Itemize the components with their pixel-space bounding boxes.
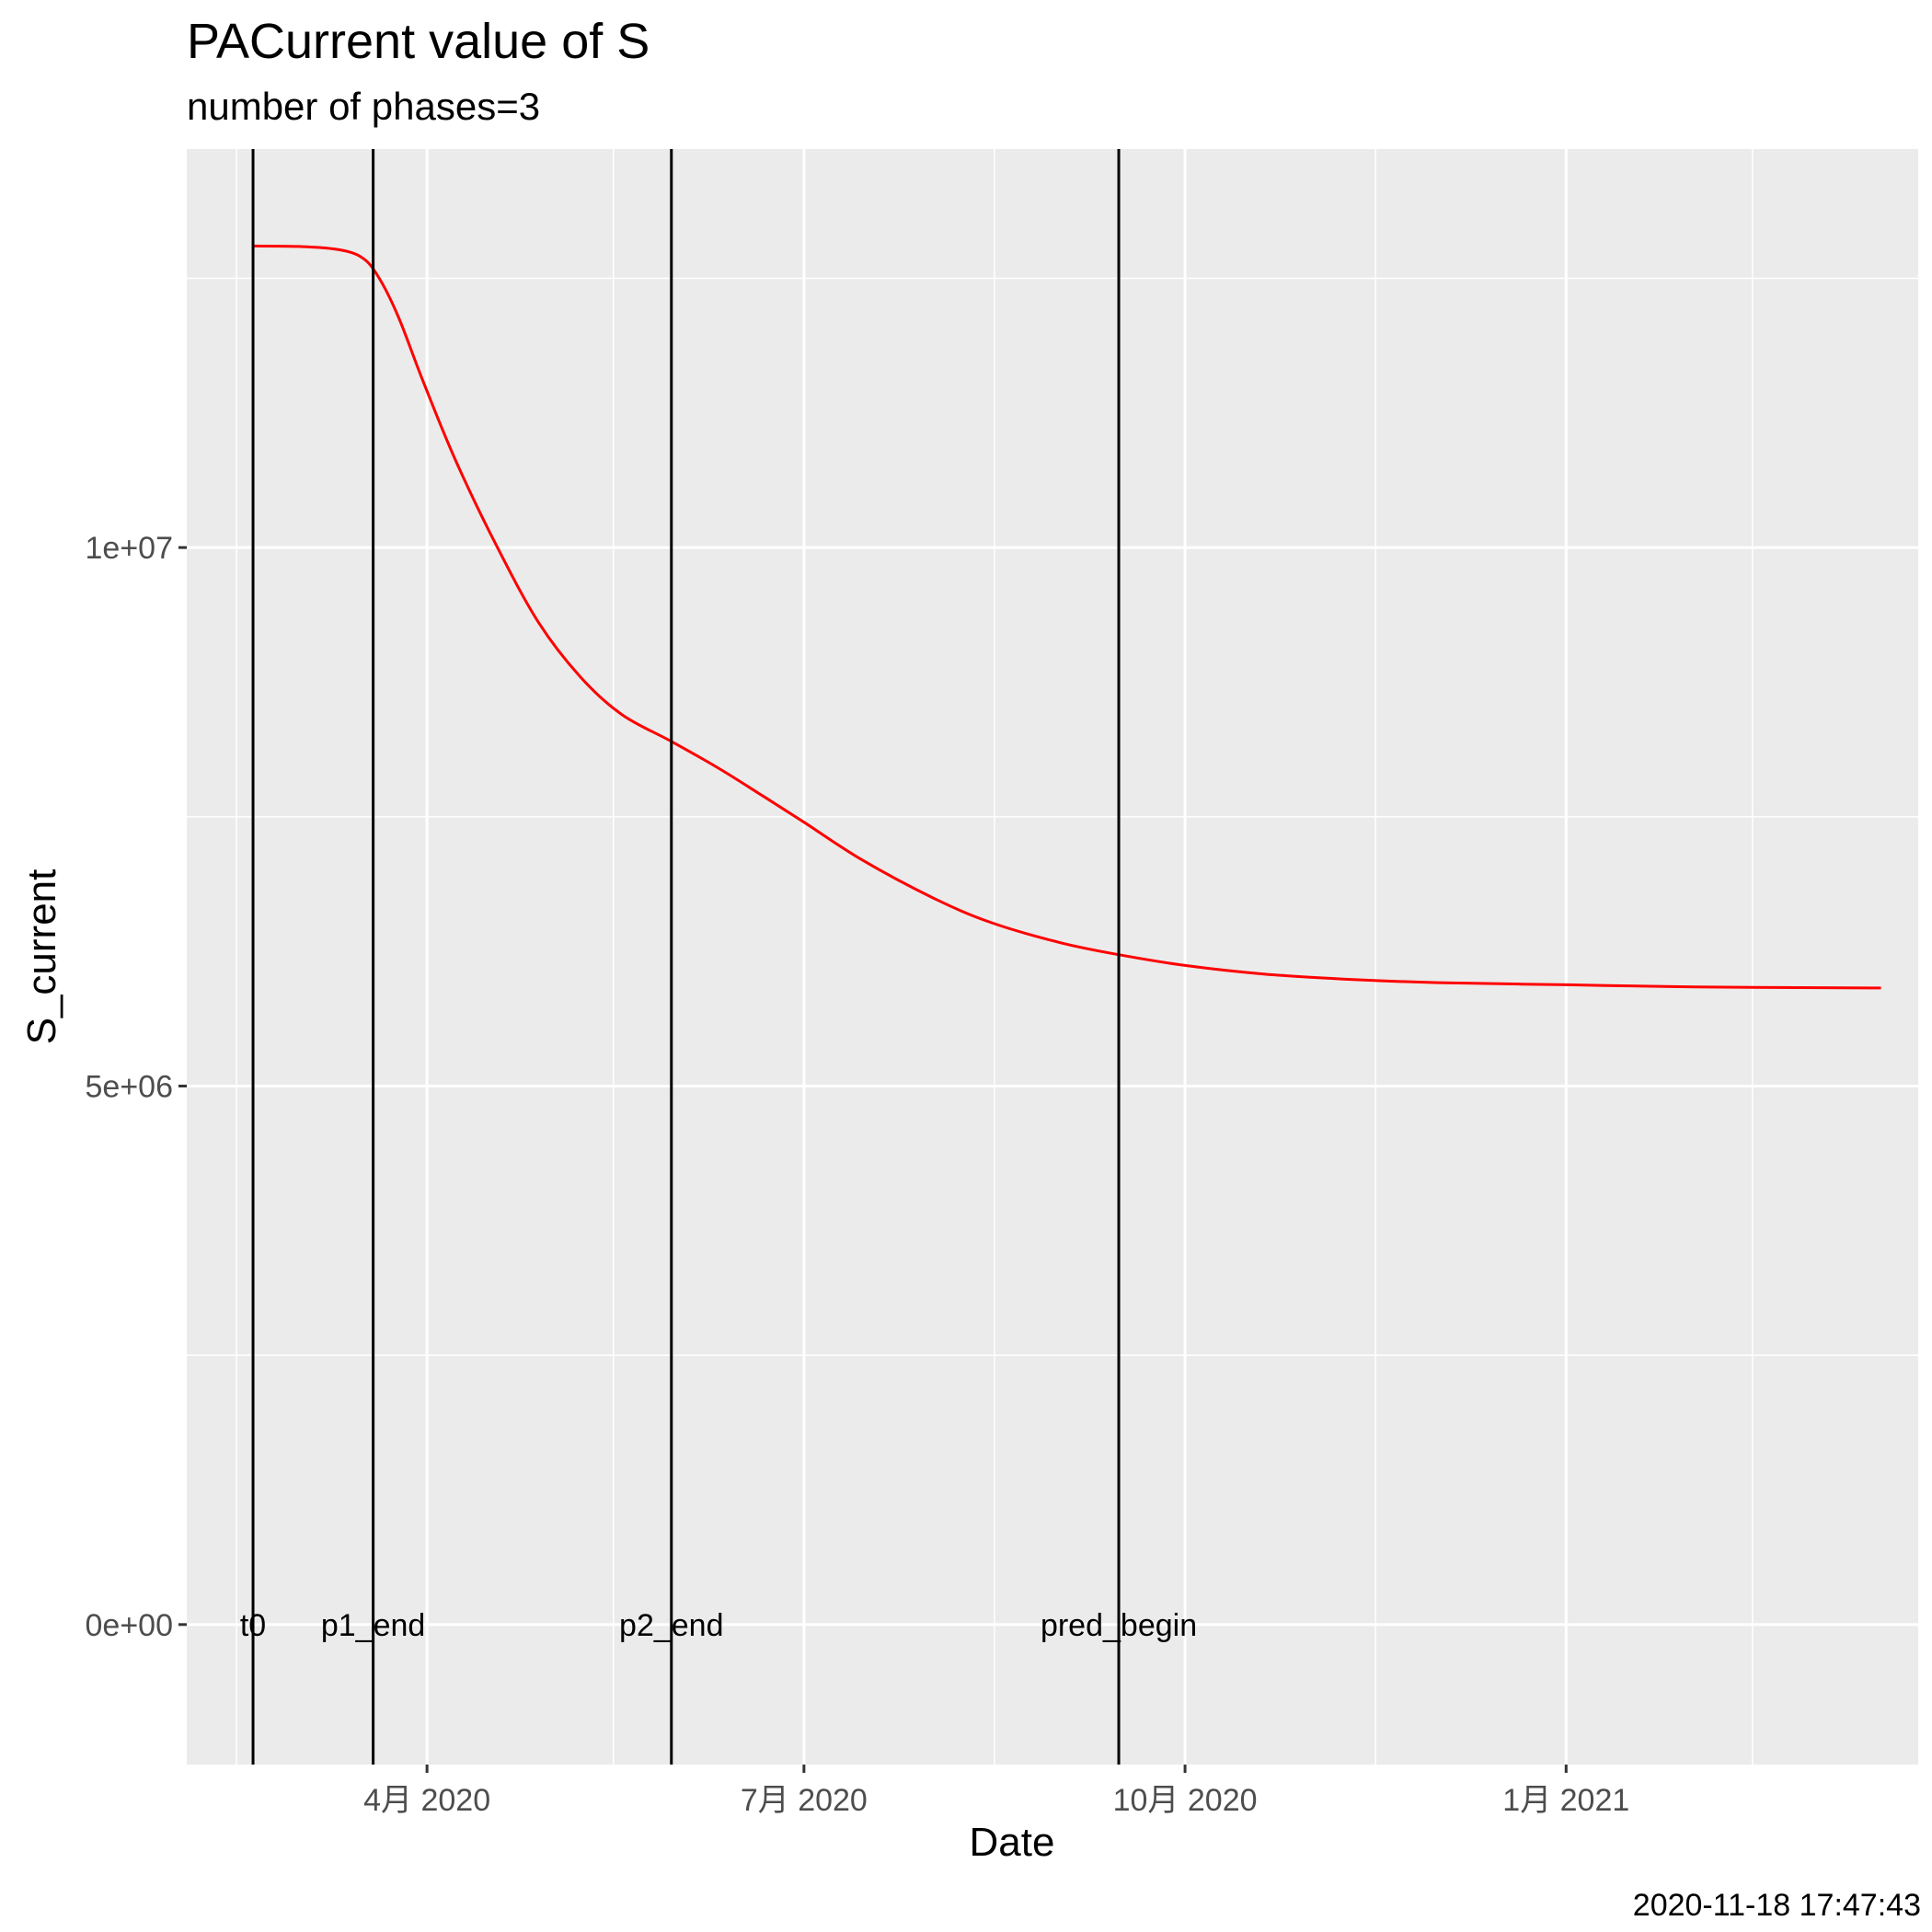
- plot-panel: [187, 149, 1918, 1765]
- x-tick-label: 1月 2021: [1502, 1783, 1629, 1818]
- series-layer: [252, 244, 1881, 990]
- chart-title: PACurrent value of S: [187, 14, 650, 69]
- y-tick-label: 1e+07: [86, 531, 174, 566]
- grid-major: [187, 149, 1918, 1765]
- y-tick-label: 5e+06: [86, 1069, 174, 1104]
- x-tick-label: 4月 2020: [363, 1783, 490, 1818]
- y-tick-label: 0e+00: [86, 1608, 174, 1643]
- phase-label: p1_end: [321, 1608, 425, 1643]
- y-axis-label: S_current: [19, 868, 64, 1045]
- phase-label: t0: [240, 1608, 266, 1643]
- x-axis-label: Date: [969, 1820, 1055, 1865]
- x-tick-label: 10月 2020: [1113, 1783, 1258, 1818]
- series-line: [252, 244, 1881, 990]
- grid-minor: [187, 149, 1918, 1765]
- phase-label: p2_end: [619, 1608, 723, 1643]
- chart-subtitle: number of phases=3: [187, 85, 541, 128]
- x-tick-label: 7月 2020: [741, 1783, 868, 1818]
- axes: 4月 2020 7月 2020 10月 2020 1月 2021 0e+00 5e+06 1…: [86, 531, 1630, 1818]
- phase-label: pred_begin: [1041, 1608, 1197, 1643]
- phase-lines: t0 p1_end p2_end pred_begin: [240, 149, 1197, 1765]
- timestamp-caption: 2020-11-18 17:47:43: [1632, 1888, 1921, 1923]
